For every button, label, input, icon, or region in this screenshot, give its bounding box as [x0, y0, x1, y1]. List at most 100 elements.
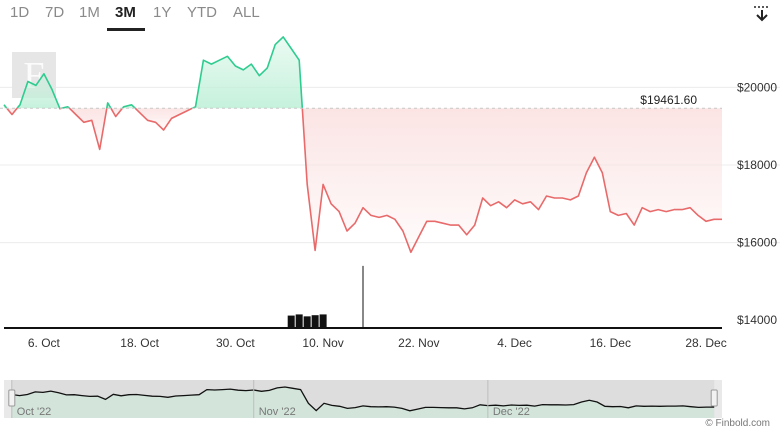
navigator-selected-range[interactable]	[11, 380, 715, 418]
price-point	[505, 206, 507, 208]
price-point	[114, 115, 116, 117]
price-point	[234, 65, 236, 67]
price-point	[545, 195, 547, 197]
tab-ytd[interactable]: YTD	[187, 4, 217, 21]
price-point	[378, 216, 380, 218]
volume-bar	[319, 314, 327, 328]
active-tab-underline	[107, 28, 145, 31]
price-point	[202, 59, 204, 61]
x-tick-label: 28. Dec	[685, 336, 726, 350]
x-tick-label: 30. Oct	[216, 336, 255, 350]
price-point	[218, 59, 220, 61]
price-point	[466, 234, 468, 236]
volume-bar	[303, 316, 311, 328]
price-point	[497, 201, 499, 203]
price-point	[83, 121, 85, 123]
price-point	[362, 206, 364, 208]
price-point	[11, 113, 13, 115]
price-point	[426, 220, 428, 222]
tab-1y[interactable]: 1Y	[153, 4, 172, 21]
price-point	[282, 36, 284, 38]
price-point	[625, 212, 627, 214]
price-line-below	[68, 107, 108, 151]
navigator-line	[11, 386, 715, 412]
price-point	[170, 117, 172, 119]
x-tick-label: 10. Nov	[302, 336, 343, 350]
area-below-reference	[302, 108, 722, 253]
download-icon[interactable]	[751, 3, 773, 25]
volume-bar	[287, 315, 295, 328]
price-point	[146, 119, 148, 121]
price-point	[458, 224, 460, 226]
price-point	[306, 183, 308, 185]
price-point	[314, 249, 316, 251]
price-point	[537, 208, 539, 210]
price-point	[489, 205, 491, 207]
x-tick-label: 6. Oct	[28, 336, 61, 350]
price-line-below	[110, 107, 124, 118]
price-point	[67, 106, 69, 108]
price-point	[322, 183, 324, 185]
tab-1m[interactable]: 1M	[79, 4, 100, 21]
area-below-reference	[110, 108, 123, 117]
navigator[interactable]: Oct '22 Nov '22 Dec '22	[0, 376, 780, 420]
price-point	[210, 63, 212, 65]
price-point	[186, 109, 188, 111]
x-tick-label: 4. Dec	[497, 336, 532, 350]
price-point	[593, 156, 595, 158]
price-point	[35, 84, 37, 86]
price-point	[434, 220, 436, 222]
tab-all[interactable]: ALL	[233, 4, 260, 21]
price-point	[51, 88, 53, 90]
price-point	[513, 199, 515, 201]
price-point	[641, 206, 643, 208]
tab-1d[interactable]: 1D	[10, 4, 30, 21]
price-point	[27, 80, 29, 82]
area-above-reference	[192, 36, 303, 109]
volume-bar	[311, 315, 319, 328]
price-point	[75, 113, 77, 115]
price-point	[689, 206, 691, 208]
price-point	[354, 222, 356, 224]
price-point	[585, 172, 587, 174]
volume-bar	[295, 314, 303, 328]
x-tick-label: 16. Dec	[590, 336, 631, 350]
price-point	[617, 214, 619, 216]
price-point	[122, 106, 124, 108]
navigator-handle-right[interactable]	[710, 389, 718, 407]
price-point	[43, 73, 45, 75]
price-point	[370, 214, 372, 216]
price-point	[450, 224, 452, 226]
price-point	[633, 224, 635, 226]
tab-3m[interactable]: 3M	[115, 4, 136, 21]
reference-label: $19461.60	[640, 93, 697, 107]
navigator-handle-left[interactable]	[8, 389, 16, 407]
navigator-area	[11, 387, 715, 418]
price-line-above	[106, 102, 112, 109]
price-point	[394, 218, 396, 220]
price-point	[290, 47, 292, 49]
price-point	[529, 201, 531, 203]
tab-7d[interactable]: 7D	[45, 4, 65, 21]
y-tick-label: $20000	[737, 80, 777, 94]
price-point	[162, 129, 164, 131]
price-point	[3, 104, 5, 106]
navigator-tick-label: Oct '22	[17, 406, 52, 418]
price-point	[418, 236, 420, 238]
price-point	[569, 199, 571, 201]
price-point	[673, 208, 675, 210]
price-point	[274, 43, 276, 45]
price-point	[266, 67, 268, 69]
price-point	[442, 222, 444, 224]
price-point	[346, 230, 348, 232]
price-point	[665, 210, 667, 212]
price-point	[258, 74, 260, 76]
range-tab-bar: 1D 7D 1M 3M 1Y YTD ALL	[0, 0, 300, 32]
price-point	[561, 197, 563, 199]
price-point	[473, 224, 475, 226]
price-point	[681, 208, 683, 210]
price-line-above	[16, 73, 61, 109]
price-point	[330, 203, 332, 205]
price-point	[601, 172, 603, 174]
